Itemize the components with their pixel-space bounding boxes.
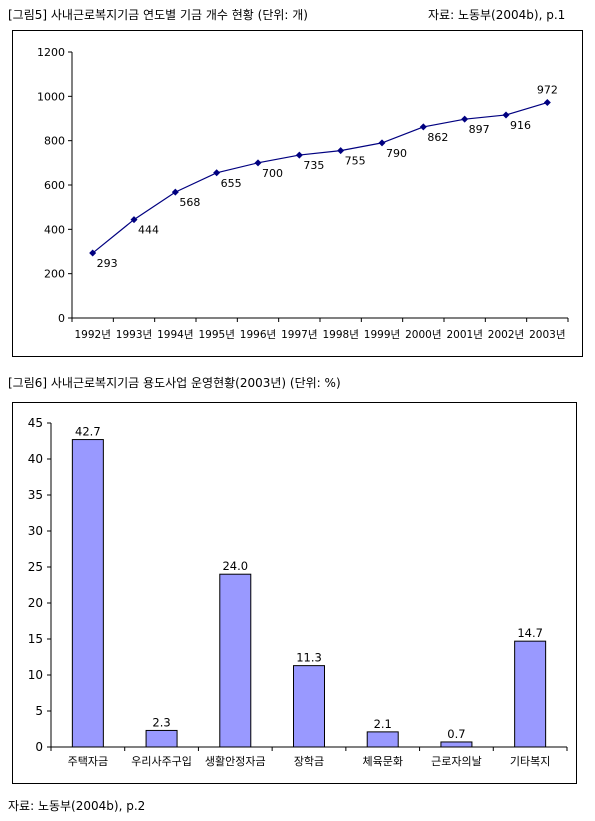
bar <box>366 731 399 748</box>
data-point <box>254 159 262 167</box>
fig6-source: 자료: 노동부(2004b), p.2 <box>8 799 146 813</box>
y-tick-label: 800 <box>44 135 65 148</box>
data-label: 897 <box>469 123 490 136</box>
x-tick-label: 1992년 <box>74 329 110 341</box>
fig5-caption: [그림5] 사내근로복지기금 연도별 기금 개수 현황 (단위: 개) <box>8 8 308 22</box>
y-tick-label: 35 <box>28 488 43 502</box>
line-chart-frame: 0 200 400 600 800 1000 1200 1992년 1993년 1994년 1995… <box>12 30 583 357</box>
data-point <box>130 216 138 224</box>
series-line <box>92 101 548 254</box>
x-tick-label: 1997년 <box>281 329 317 341</box>
data-point <box>89 249 97 257</box>
x-tick-label: 2001년 <box>446 329 482 341</box>
x-tick-label: 1998년 <box>322 329 358 341</box>
data-label: 916 <box>510 119 531 132</box>
data-point <box>502 111 510 119</box>
data-label: 0.7 <box>447 727 465 741</box>
y-tick-label: 15 <box>28 632 43 646</box>
y-tick-label: 5 <box>35 704 43 718</box>
x-tick-label: 근로자의날 <box>431 755 482 768</box>
data-label: 11.3 <box>296 651 322 665</box>
y-tick-label: 1000 <box>37 90 65 103</box>
data-point <box>295 151 303 159</box>
bar <box>145 729 178 748</box>
y-tick-label: 600 <box>44 179 65 192</box>
fig6-caption: [그림6] 사내근로복지기금 용도사업 운영현황(2003년) (단위: %) <box>8 376 341 390</box>
y-tick-label: 200 <box>44 268 65 281</box>
data-label: 862 <box>427 131 448 144</box>
data-point <box>337 147 345 155</box>
data-label: 790 <box>386 147 407 160</box>
data-point <box>213 169 221 177</box>
data-label: 735 <box>303 159 324 172</box>
data-label: 568 <box>179 196 200 209</box>
x-tick-label: 1993년 <box>116 329 152 341</box>
y-tick-label: 40 <box>28 452 43 466</box>
data-label: 2.3 <box>152 715 170 729</box>
bar <box>440 741 473 748</box>
bar <box>219 573 252 748</box>
fig5-source: 자료: 노동부(2004b), p.1 <box>428 8 566 22</box>
data-label: 14.7 <box>517 626 543 640</box>
x-tick-label: 기타복지 <box>510 755 550 768</box>
x-tick-label: 1996년 <box>240 329 276 341</box>
data-label: 293 <box>97 257 118 270</box>
x-tick-label: 장학금 <box>294 755 324 768</box>
y-tick-label: 20 <box>28 596 43 610</box>
x-tick-label: 체육문화 <box>362 755 402 768</box>
bar-chart-frame: 0 5 10 15 20 25 30 35 40 45 42.7 주택자금 2.3 우리사주구입 24.0 생… <box>12 402 577 784</box>
data-label: 700 <box>262 167 283 180</box>
x-tick-label: 2000년 <box>405 329 441 341</box>
x-tick-label: 1994년 <box>157 329 193 341</box>
x-tick-label: 2002년 <box>488 329 524 341</box>
line-chart: 0 200 400 600 800 1000 1200 1992년 1993년 1994년 1995… <box>37 46 569 341</box>
bar-chart: 0 5 10 15 20 25 30 35 40 45 42.7 주택자금 2.3 우리사주구입 24.0 생… <box>28 416 568 768</box>
data-point <box>171 188 179 196</box>
data-point <box>378 139 386 147</box>
data-point <box>461 115 469 123</box>
bar <box>514 640 547 748</box>
bar <box>71 439 104 748</box>
y-tick-label: 30 <box>28 524 43 538</box>
x-tick-label: 1999년 <box>364 329 400 341</box>
x-tick-label: 생활안정자금 <box>205 754 266 768</box>
data-label: 755 <box>345 155 366 168</box>
y-tick-label: 400 <box>44 223 65 236</box>
data-label: 24.0 <box>222 559 248 573</box>
y-tick-label: 45 <box>28 416 43 430</box>
data-label: 444 <box>138 224 159 237</box>
bar <box>293 665 325 748</box>
data-label: 2.1 <box>374 717 392 731</box>
y-tick-label: 10 <box>28 668 43 682</box>
x-tick-label: 2003년 <box>529 329 565 341</box>
data-label: 42.7 <box>75 425 101 439</box>
data-label: 655 <box>221 177 242 190</box>
x-tick-label: 주택자금 <box>68 755 108 768</box>
y-tick-label: 0 <box>58 312 65 325</box>
x-tick-label: 우리사주구입 <box>131 755 192 768</box>
y-tick-label: 1200 <box>37 46 65 59</box>
x-tick-label: 1995년 <box>198 329 234 341</box>
y-tick-label: 0 <box>35 740 43 754</box>
data-point <box>419 123 427 131</box>
data-point <box>543 99 551 107</box>
y-tick-label: 25 <box>28 560 43 574</box>
data-label: 972 <box>537 84 558 97</box>
